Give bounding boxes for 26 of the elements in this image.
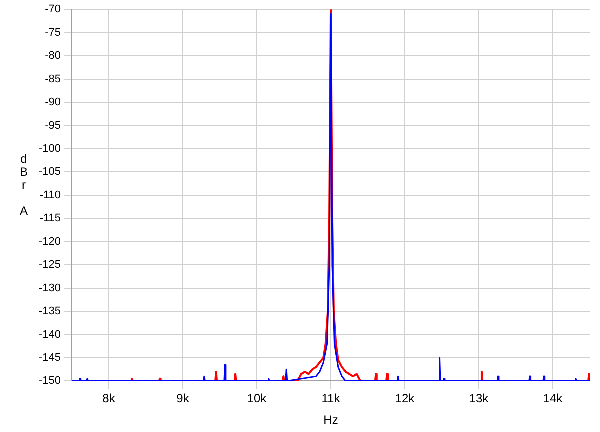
y-tick-label: -90 — [45, 96, 62, 109]
x-axis-title: Hz — [324, 413, 338, 428]
x-tick-label: 13k — [469, 392, 490, 406]
y-tick-label: -145 — [38, 352, 62, 364]
y-tick-label: -105 — [38, 166, 62, 178]
y-tick-label: -135 — [38, 306, 62, 318]
y-tick-label: -150 — [38, 375, 62, 388]
y-tick-label: -125 — [38, 259, 62, 272]
x-tick-label: 10k — [247, 392, 268, 406]
y-tick-label: -130 — [38, 282, 62, 294]
y-tick-label: -115 — [40, 212, 62, 225]
y-tick-label: -80 — [45, 50, 62, 62]
y-tick-label: -95 — [45, 120, 62, 132]
y-tick-label: -85 — [45, 73, 62, 86]
x-tick-label: 8k — [102, 392, 116, 406]
y-axis-title: dBr A — [20, 152, 28, 218]
x-tick-label: 11k — [322, 392, 342, 406]
y-tick-label: -75 — [45, 26, 62, 39]
y-tick-label: -120 — [38, 236, 62, 248]
y-tick-label: -70 — [45, 4, 62, 16]
x-tick-label: 9k — [176, 392, 190, 406]
y-tick-label: -110 — [40, 189, 62, 202]
x-tick-label: 14k — [543, 392, 564, 406]
y-tick-label: -140 — [38, 328, 62, 341]
y-tick-label: -100 — [38, 142, 62, 155]
x-tick-label: 12k — [395, 392, 416, 406]
